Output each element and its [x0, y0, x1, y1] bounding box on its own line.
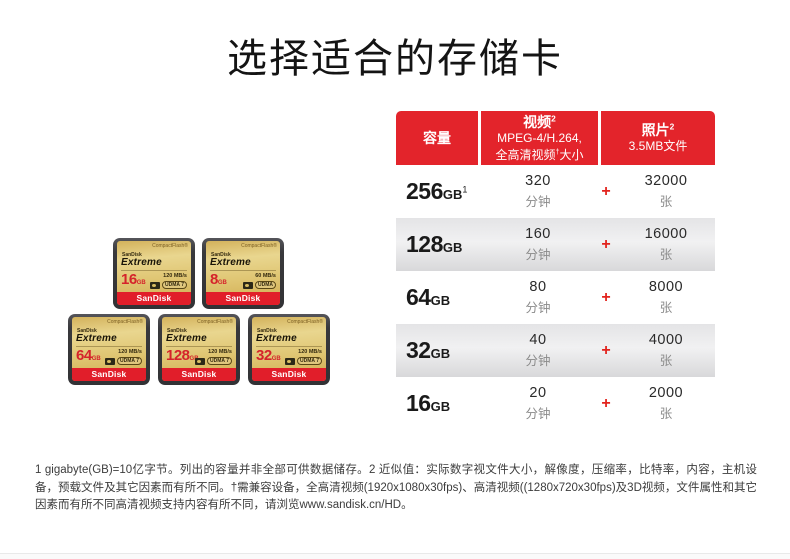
- card-capacity: 64GB: [76, 347, 101, 364]
- photo-count: 16000 张: [644, 226, 688, 262]
- card-badges: UDMA: [243, 281, 276, 289]
- photo-count: 2000 张: [648, 385, 684, 421]
- udma-badge: UDMA: [255, 281, 276, 289]
- table-row-32gb: 32GB 40 分钟 + 4000 张: [396, 324, 715, 377]
- table-row-64gb: 64GB 80 分钟 + 8000 张: [396, 271, 715, 324]
- card-face: CompactFlash® SanDisk Extreme 128GB 120 …: [162, 317, 236, 381]
- card-speed: 120 MB/s: [163, 273, 187, 279]
- video-minutes: 20 分钟: [525, 385, 551, 421]
- sandisk-logo: SanDisk: [162, 368, 236, 381]
- card-family: Extreme: [210, 257, 251, 268]
- plus-icon: +: [601, 235, 611, 253]
- header-video-size: 全高清视频†大小: [495, 146, 584, 162]
- compactflash-label: CompactFlash®: [197, 319, 233, 325]
- photo-count: 8000 张: [648, 279, 684, 315]
- video-minutes: 160 分钟: [525, 226, 551, 262]
- card-face: CompactFlash® SanDisk Extreme 64GB 120 M…: [72, 317, 146, 381]
- card-divider: [256, 346, 322, 347]
- card-family: Extreme: [121, 257, 162, 268]
- card-brand: SanDisk: [122, 252, 142, 258]
- header-photo: 照片2 3.5MB文件: [601, 111, 715, 165]
- card-face: CompactFlash® SanDisk Extreme 16GB 120 M…: [117, 241, 191, 305]
- footnote-text: 1 gigabyte(GB)=10亿字节。列出的容量并非全部可供数据储存。2 近…: [35, 464, 757, 511]
- bottom-divider: [0, 553, 790, 559]
- capacity-value: 128GB: [406, 231, 463, 257]
- card-face: CompactFlash® SanDisk Extreme 32GB 120 M…: [252, 317, 326, 381]
- compactflash-label: CompactFlash®: [107, 319, 143, 325]
- table-row-16gb: 16GB 20 分钟 + 2000 张: [396, 377, 715, 430]
- photo-count: 32000 张: [644, 173, 688, 209]
- card-family: Extreme: [166, 333, 207, 344]
- card-brand: SanDisk: [77, 328, 97, 334]
- card-divider: [210, 270, 276, 271]
- video-minutes: 320 分钟: [525, 173, 551, 209]
- card-badges: UDMA 7: [195, 357, 232, 365]
- card-brand: SanDisk: [211, 252, 231, 258]
- memory-card-128gb: CompactFlash® SanDisk Extreme 128GB 120 …: [158, 314, 240, 385]
- card-family: Extreme: [256, 333, 297, 344]
- card-divider: [121, 270, 187, 271]
- header-photo-filesize: 3.5MB文件: [628, 139, 688, 154]
- capacity-value: 64GB: [406, 284, 451, 310]
- table-row-128gb: 128GB 160 分钟 + 16000 张: [396, 218, 715, 271]
- card-badges: UDMA 7: [150, 281, 187, 289]
- card-capacity: 128GB: [166, 347, 199, 364]
- sandisk-logo: SanDisk: [206, 292, 280, 305]
- capacity-value: 32GB: [406, 337, 451, 363]
- plus-icon: +: [601, 341, 611, 359]
- card-badges: UDMA 7: [105, 357, 142, 365]
- card-speed: 120 MB/s: [208, 349, 232, 355]
- header-capacity: 容量: [396, 111, 478, 165]
- compactflash-label: CompactFlash®: [287, 319, 323, 325]
- card-divider: [76, 346, 142, 347]
- card-capacity: 16GB: [121, 271, 146, 288]
- video-minutes: 80 分钟: [525, 279, 551, 315]
- header-photo-title: 照片2: [641, 121, 675, 139]
- card-capacity: 32GB: [256, 347, 281, 364]
- plus-icon: +: [601, 394, 611, 412]
- sandisk-logo: SanDisk: [117, 292, 191, 305]
- video-minutes: 40 分钟: [525, 332, 551, 368]
- memory-card-32gb: CompactFlash® SanDisk Extreme 32GB 120 M…: [248, 314, 330, 385]
- plus-icon: +: [601, 182, 611, 200]
- udma-badge: UDMA 7: [207, 357, 232, 365]
- memory-card-8gb: CompactFlash® SanDisk Extreme 8GB 60 MB/…: [202, 238, 284, 309]
- header-video: 视频2 MPEG-4/H.264, 全高清视频†大小: [481, 111, 598, 165]
- capacity-value: 16GB: [406, 390, 451, 416]
- sandisk-logo: SanDisk: [252, 368, 326, 381]
- card-brand: SanDisk: [167, 328, 187, 334]
- card-badges: UDMA 7: [285, 357, 322, 365]
- card-divider: [166, 346, 232, 347]
- page-title: 选择适合的存储卡: [227, 37, 563, 81]
- card-capacity: 8GB: [210, 271, 227, 288]
- capacity-value: 256GB1: [406, 178, 468, 204]
- header-video-title: 视频2: [523, 113, 556, 130]
- compactflash-label: CompactFlash®: [152, 243, 188, 249]
- video-camera-icon: [243, 281, 253, 289]
- udma-badge: UDMA 7: [162, 281, 187, 289]
- memory-card-16gb: CompactFlash® SanDisk Extreme 16GB 120 M…: [113, 238, 195, 309]
- card-speed: 60 MB/s: [255, 273, 276, 279]
- video-camera-icon: [285, 357, 296, 365]
- photo-count: 4000 张: [648, 332, 684, 368]
- table-header-row: 容量 视频2 MPEG-4/H.264, 全高清视频†大小 照片2 3.5MB文…: [396, 111, 715, 165]
- udma-badge: UDMA 7: [117, 357, 142, 365]
- card-brand: SanDisk: [257, 328, 277, 334]
- udma-badge: UDMA 7: [297, 357, 322, 365]
- capacity-comparison-table: 容量 视频2 MPEG-4/H.264, 全高清视频†大小 照片2 3.5MB文…: [396, 111, 715, 430]
- table-row-256gb: 256GB1 320 分钟 + 32000 张: [396, 165, 715, 218]
- card-face: CompactFlash® SanDisk Extreme 8GB 60 MB/…: [206, 241, 280, 305]
- card-speed: 120 MB/s: [298, 349, 322, 355]
- header-video-codec: MPEG-4/H.264,: [497, 131, 582, 145]
- sandisk-logo: SanDisk: [72, 368, 146, 381]
- video-camera-icon: [150, 281, 161, 289]
- video-camera-icon: [105, 357, 116, 365]
- card-family: Extreme: [76, 333, 117, 344]
- plus-icon: +: [601, 288, 611, 306]
- video-camera-icon: [195, 357, 206, 365]
- memory-card-64gb: CompactFlash® SanDisk Extreme 64GB 120 M…: [68, 314, 150, 385]
- compactflash-label: CompactFlash®: [241, 243, 277, 249]
- card-speed: 120 MB/s: [118, 349, 142, 355]
